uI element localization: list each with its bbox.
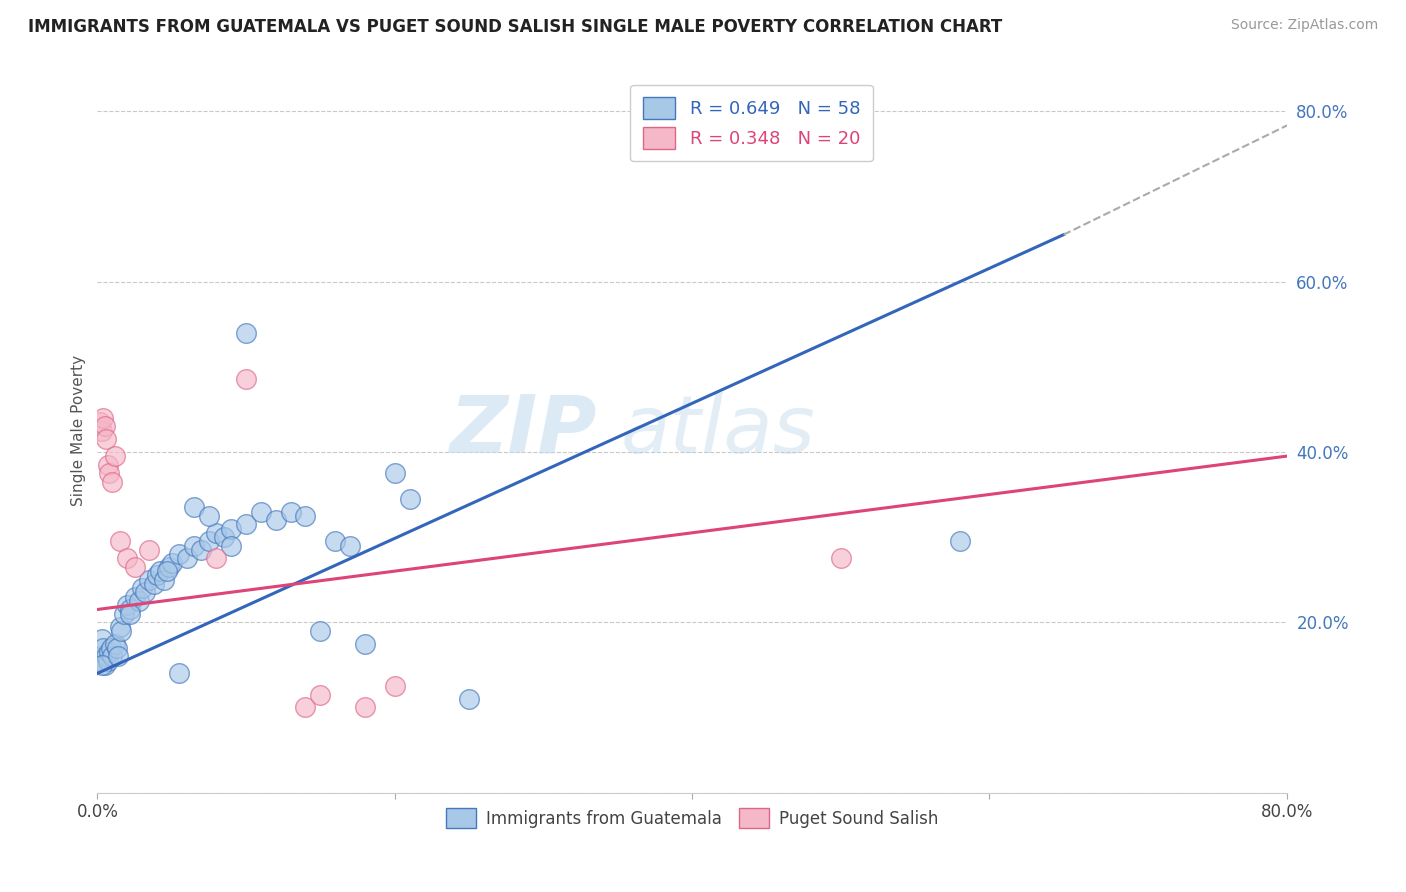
Point: [101, 649, 124, 664]
Point: [87, 649, 110, 664]
Point: [98, 466, 121, 480]
Point: [108, 534, 131, 549]
Point: [91, 410, 114, 425]
Point: [89, 415, 111, 429]
Legend: Immigrants from Guatemala, Puget Sound Salish: Immigrants from Guatemala, Puget Sound S…: [439, 801, 945, 835]
Text: IMMIGRANTS FROM GUATEMALA VS PUGET SOUND SALISH SINGLE MALE POVERTY CORRELATION : IMMIGRANTS FROM GUATEMALA VS PUGET SOUND…: [28, 18, 1002, 36]
Point: [183, 500, 205, 515]
Point: [235, 517, 257, 532]
Point: [115, 599, 138, 613]
Point: [235, 372, 257, 386]
Point: [153, 573, 176, 587]
Point: [98, 645, 121, 659]
Point: [157, 560, 180, 574]
Point: [830, 551, 852, 566]
Point: [264, 513, 287, 527]
Point: [294, 700, 316, 714]
Point: [134, 585, 156, 599]
Point: [198, 508, 221, 523]
Point: [90, 657, 112, 672]
Point: [146, 568, 169, 582]
Point: [205, 551, 228, 566]
Point: [100, 640, 122, 655]
Point: [142, 577, 165, 591]
Point: [235, 326, 257, 340]
Point: [115, 551, 138, 566]
Point: [104, 449, 127, 463]
Point: [96, 432, 118, 446]
Point: [384, 679, 406, 693]
Point: [101, 475, 124, 489]
Point: [90, 424, 112, 438]
Point: [219, 539, 242, 553]
Point: [183, 539, 205, 553]
Point: [131, 581, 153, 595]
Point: [384, 466, 406, 480]
Point: [176, 551, 198, 566]
Text: atlas: atlas: [620, 392, 815, 469]
Point: [398, 491, 420, 506]
Point: [128, 594, 150, 608]
Text: ZIP: ZIP: [450, 392, 596, 469]
Point: [120, 607, 142, 621]
Point: [97, 654, 120, 668]
Point: [219, 522, 242, 536]
Point: [339, 539, 361, 553]
Point: [149, 564, 172, 578]
Point: [309, 624, 332, 638]
Point: [112, 607, 135, 621]
Point: [156, 564, 179, 578]
Point: [138, 542, 160, 557]
Point: [104, 636, 127, 650]
Point: [354, 700, 377, 714]
Point: [190, 542, 212, 557]
Point: [96, 649, 118, 664]
Point: [280, 504, 302, 518]
Point: [94, 419, 117, 434]
Point: [110, 624, 132, 638]
Point: [167, 547, 190, 561]
Point: [90, 632, 112, 647]
Y-axis label: Single Male Poverty: Single Male Poverty: [72, 355, 86, 506]
Point: [309, 688, 332, 702]
Point: [107, 649, 129, 664]
Point: [205, 525, 228, 540]
Point: [948, 534, 970, 549]
Point: [97, 458, 120, 472]
Text: Source: ZipAtlas.com: Source: ZipAtlas.com: [1230, 18, 1378, 32]
Point: [458, 692, 481, 706]
Point: [198, 534, 221, 549]
Point: [108, 619, 131, 633]
Point: [120, 602, 142, 616]
Point: [124, 590, 146, 604]
Point: [94, 657, 117, 672]
Point: [250, 504, 273, 518]
Point: [323, 534, 346, 549]
Point: [124, 560, 146, 574]
Point: [294, 508, 316, 523]
Point: [167, 666, 190, 681]
Point: [91, 640, 114, 655]
Point: [160, 556, 183, 570]
Point: [105, 640, 128, 655]
Point: [138, 573, 160, 587]
Point: [89, 654, 111, 668]
Point: [354, 636, 377, 650]
Point: [212, 530, 235, 544]
